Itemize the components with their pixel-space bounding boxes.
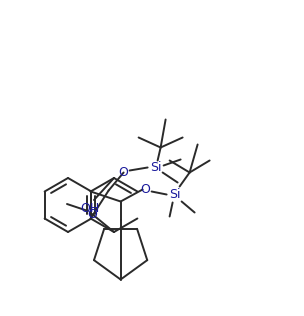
Text: O: O (87, 208, 97, 221)
Text: Si: Si (169, 188, 180, 201)
Text: O: O (141, 183, 150, 196)
Text: Si: Si (150, 161, 161, 174)
Text: O: O (119, 166, 129, 179)
Text: OH: OH (80, 202, 100, 215)
